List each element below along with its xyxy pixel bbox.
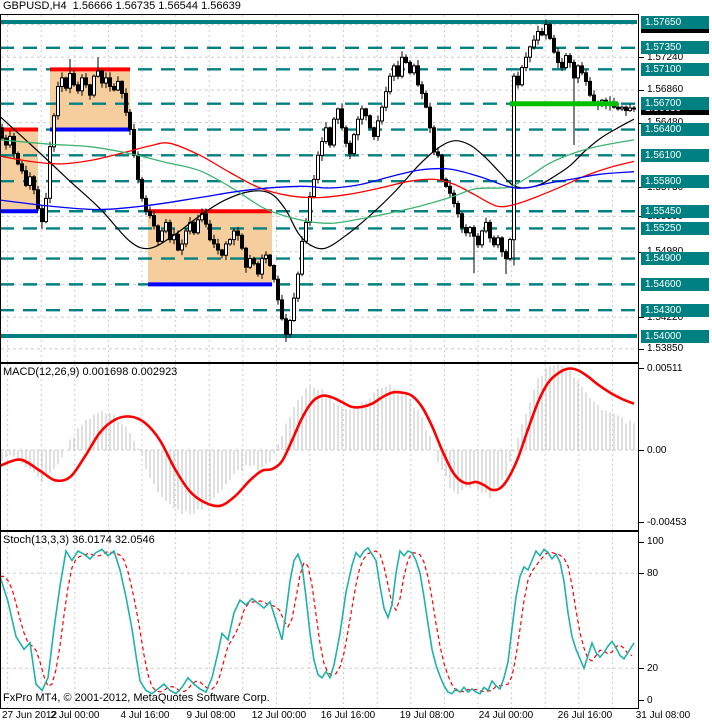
level-price-label-1.54300: 1.54300 [641, 304, 709, 317]
stoch-panel-canvas[interactable] [0, 531, 639, 709]
scale-tick [639, 668, 644, 669]
price-label-fragment [641, 27, 709, 33]
price-label-1.56480: 1.56480 [647, 116, 683, 129]
macd-scale-label-0.00511: 0.00511 [647, 363, 683, 374]
ma-red [0, 142, 635, 208]
macd-scale-label-0.00: 0.00 [647, 445, 667, 456]
stoch-k-line [0, 546, 635, 695]
chart-title-bar: GBPUSD,H4 1.56666 1.56735 1.56544 1.5663… [0, 0, 712, 14]
macd-histogram [1, 363, 635, 515]
price-scale-axis[interactable]: 1.572401.568601.564801.557301.553901.549… [639, 0, 712, 725]
stoch-indicator-name: Stoch(13,3,3) [3, 534, 70, 546]
stoch-indicator-label: Stoch(13,3,3) 36.0174 32.0546 [3, 534, 155, 546]
level-price-label-1.55250: 1.55250 [641, 222, 709, 235]
scale-tick [639, 700, 644, 701]
scale-tick [639, 90, 644, 91]
stoch-indicator-values: 36.0174 32.0546 [72, 534, 155, 546]
level-price-label-1.56100: 1.56100 [641, 149, 709, 162]
moving-averages-layer [0, 116, 635, 250]
time-label: 24 Jul 00:00 [478, 710, 534, 721]
copyright-text: FxPro MT4, © 2001-2012, MetaQuotes Softw… [3, 692, 270, 704]
time-scale-axis[interactable]: 27 Jun 2012 2 Jul 00:00 4 Jul 16:00 9 Jul 0… [0, 709, 712, 725]
scale-tick [639, 57, 644, 58]
time-label: 2 Jul 00:00 [50, 710, 100, 721]
time-label: 31 Jul 08:00 [635, 710, 691, 721]
level-price-label-1.54600: 1.54600 [641, 278, 709, 291]
symbol-period-label: GBPUSD,H4 [3, 0, 67, 12]
scale-tick [639, 368, 644, 369]
time-label: 16 Jul 16:00 [320, 710, 376, 721]
level-price-label-1.56700: 1.56700 [641, 97, 709, 110]
vertical-gridlines [7, 532, 613, 708]
price-label-1.53850: 1.53850 [647, 343, 684, 354]
time-label: 12 Jul 00:00 [251, 710, 307, 721]
scale-tick [639, 542, 644, 543]
level-price-label-1.56400: 1.56400 [641, 123, 709, 136]
level-price-label-1.54900: 1.54900 [641, 252, 709, 265]
stoch-scale-label-20: 20 [647, 663, 659, 674]
time-label: 19 Jul 08:00 [399, 710, 455, 721]
ma-black [0, 116, 635, 250]
macd-indicator-values: 0.001698 0.002923 [82, 366, 178, 378]
level-price-label-1.55450: 1.55450 [641, 205, 709, 218]
scale-tick [639, 317, 644, 318]
level-price-label-1.57650: 1.57650 [641, 16, 709, 29]
price-label-1.54220: 1.54220 [647, 312, 684, 323]
scale-tick [639, 349, 644, 350]
scale-tick [639, 450, 644, 451]
macd-indicator-name: MACD(12,26,9) [3, 366, 80, 378]
ma-green [0, 139, 635, 224]
zone-borders [0, 67, 272, 287]
price-label-1.56860: 1.56860 [647, 84, 684, 95]
macd-panel-canvas[interactable] [0, 363, 639, 531]
price-label-1.54980: 1.54980 [647, 245, 683, 258]
level-price-label-1.57100: 1.57100 [641, 63, 709, 76]
scale-tick [639, 522, 644, 523]
ohlc-quotes-label: 1.56666 1.56735 1.56544 1.56639 [72, 0, 241, 12]
stoch-scale-label-80: 80 [647, 568, 659, 579]
stoch-scale-label-100: 100 [647, 536, 664, 547]
scale-tick [639, 573, 644, 574]
time-label: 9 Jul 08:00 [186, 710, 236, 721]
ma-blue [0, 167, 635, 211]
stoch-scale-label-0: 0 [647, 695, 653, 706]
time-label: 27 Jun 2012 [2, 710, 58, 721]
level-price-label-1.57350: 1.57350 [641, 41, 709, 54]
macd-signal-line [0, 367, 635, 508]
macd-indicator-label: MACD(12,26,9) 0.001698 0.002923 [3, 366, 177, 378]
level-price-label-1.54000: 1.54000 [641, 330, 709, 343]
level-price-label-1.55800: 1.55800 [641, 175, 709, 188]
candles-layer [0, 19, 636, 342]
time-label: 26 Jul 16:00 [557, 710, 613, 721]
macd-scale-label--0.00453: -0.00453 [647, 517, 687, 528]
price-chart-canvas[interactable] [0, 14, 639, 363]
time-label: 4 Jul 16:00 [120, 710, 170, 721]
price-label-1.57240: 1.57240 [647, 52, 684, 63]
